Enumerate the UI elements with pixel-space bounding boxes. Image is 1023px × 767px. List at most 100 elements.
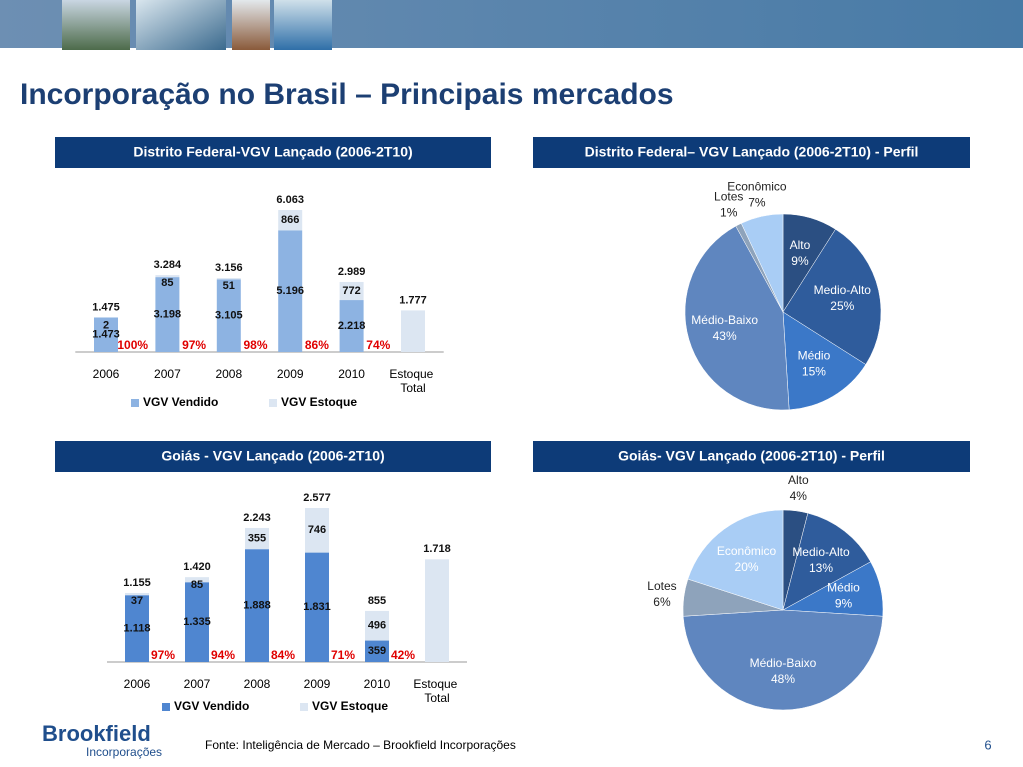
header-photo <box>274 0 332 50</box>
bar-value-label: 85 <box>191 579 203 591</box>
pie-category-label: Econômico <box>717 544 777 558</box>
bar-value-label: 3.105 <box>215 310 243 322</box>
pie-category-label: Econômico <box>727 179 787 193</box>
bar-value-label: 359 <box>368 645 386 657</box>
pie-category-label: Alto <box>788 473 809 487</box>
x-tick-label: 2006 <box>93 367 120 381</box>
x-tick-label: 2010 <box>364 677 391 691</box>
pie-value-label: 7% <box>748 195 766 209</box>
bar-value-label: 1.888 <box>243 599 271 611</box>
header-photo <box>62 0 130 50</box>
logo-sub: Incorporações <box>86 745 162 759</box>
x-tick-label: 2010 <box>338 367 365 381</box>
bar-total-label: 855 <box>368 595 386 607</box>
pie-value-label: 20% <box>735 560 759 574</box>
legend-label: VGV Vendido <box>143 395 218 409</box>
bar-total-label: 3.284 <box>154 259 182 271</box>
header-photo <box>232 0 270 50</box>
x-tick-label: 2009 <box>277 367 304 381</box>
panel-title: Distrito Federal-VGV Lançado (2006-2T10) <box>133 144 412 160</box>
panel-title: Goiás- VGV Lançado (2006-2T10) - Perfil <box>618 448 885 464</box>
page-number: 6 <box>984 737 991 752</box>
pie-slice <box>782 512 871 611</box>
bar-total-label: 3.156 <box>215 262 243 274</box>
bar-segment <box>278 210 303 231</box>
bar-value-label: 3.198 <box>154 308 182 320</box>
bar-value-label: 772 <box>342 285 360 297</box>
bar-segment <box>339 281 364 301</box>
x-tick-label: 2009 <box>304 677 331 691</box>
x-tick-label: 2006 <box>124 677 151 691</box>
pie-category-label: Médio-Baixo <box>691 313 758 327</box>
bar-value-label: 1.831 <box>303 601 331 613</box>
x-tick-label: 2007 <box>154 367 181 381</box>
pie-value-label: 43% <box>713 329 737 343</box>
panel-header <box>55 137 491 168</box>
pie-category-label: Medio-Alto <box>792 545 850 559</box>
pie-slice <box>687 509 784 611</box>
bar-value-label: 1.473 <box>92 329 120 341</box>
bar-value-label: 496 <box>368 620 386 632</box>
bar-segment <box>278 230 303 352</box>
bar-segment <box>155 275 180 278</box>
panel-header <box>55 441 491 472</box>
bar-total-label: 1.777 <box>399 294 427 306</box>
bar-total-label: 1.155 <box>123 577 151 589</box>
legend-label: VGV Estoque <box>281 395 357 409</box>
bar-segment <box>425 559 449 662</box>
pie-slice <box>782 228 882 365</box>
bar-total-label: 1.475 <box>92 301 120 313</box>
bar-value-label: 51 <box>223 280 235 292</box>
bar-segment <box>339 300 364 352</box>
pie-value-label: 9% <box>791 254 809 268</box>
percent-label: 97% <box>151 648 175 662</box>
pie-category-label: Médio <box>798 348 831 362</box>
panel-header <box>533 441 970 472</box>
pie-value-label: 1% <box>720 206 738 220</box>
percent-label: 94% <box>211 648 235 662</box>
pie-value-label: 9% <box>835 597 853 611</box>
panel-title: Goiás - VGV Lançado (2006-2T10) <box>161 448 384 464</box>
bar-value-label: 1.335 <box>183 616 211 628</box>
slide-title: Incorporação no Brasil – Principais merc… <box>20 78 674 111</box>
pie-slice <box>740 213 784 313</box>
header-photo <box>136 0 226 50</box>
source-note: Fonte: Inteligência de Mercado – Brookfi… <box>205 738 516 752</box>
legend-swatch <box>269 399 277 407</box>
percent-label: 74% <box>366 338 390 352</box>
x-tick-label: Estoque Total <box>413 677 460 705</box>
bar-segment <box>125 595 149 662</box>
bar-value-label: 746 <box>308 524 326 536</box>
pie-category-label: Medio-Alto <box>814 283 872 297</box>
bar-segment <box>125 592 149 596</box>
bar-segment <box>216 279 241 352</box>
legend-swatch <box>131 399 139 407</box>
bar-segment <box>305 508 329 553</box>
percent-label: 100% <box>117 338 148 352</box>
bar-segment <box>185 582 209 662</box>
bar-total-label: 2.243 <box>243 512 271 524</box>
legend-swatch <box>162 703 170 711</box>
bar-value-label: 2 <box>103 319 109 331</box>
bar-segment <box>305 552 329 662</box>
pie-value-label: 48% <box>771 672 795 686</box>
pie-value-label: 15% <box>802 364 826 378</box>
pie-value-label: 6% <box>653 595 671 609</box>
bar-total-label: 2.989 <box>338 266 366 278</box>
pie-category-label: Médio <box>827 581 860 595</box>
x-tick-label: 2008 <box>215 367 242 381</box>
bar-value-label: 2.218 <box>338 320 366 332</box>
pie-value-label: 25% <box>830 299 854 313</box>
bar-total-label: 1.420 <box>183 561 211 573</box>
bar-value-label: 5.196 <box>276 285 304 297</box>
pie-slice <box>782 311 867 411</box>
legend-label: VGV Estoque <box>312 699 388 713</box>
pie-slice <box>684 225 790 411</box>
bar-value-label: 1.118 <box>124 623 151 635</box>
panel-header <box>533 137 970 168</box>
bar-total-label: 6.063 <box>276 194 304 206</box>
bar-segment <box>185 577 209 583</box>
bar-value-label: 355 <box>248 532 266 544</box>
bar-segment <box>245 549 269 662</box>
